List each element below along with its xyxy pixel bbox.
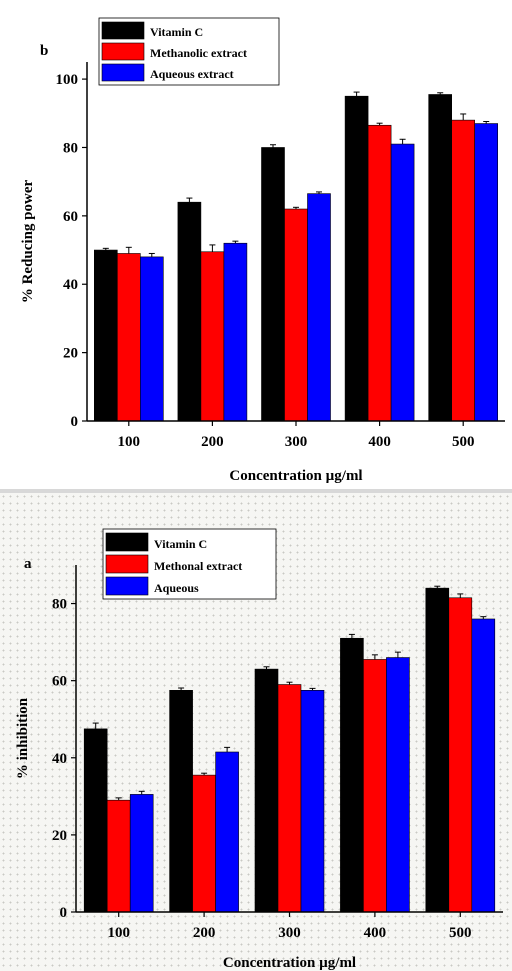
a-bar-aqueous-100 <box>129 794 154 913</box>
b-bar-methanolic-extract-400 <box>367 124 392 422</box>
a-y-tick-label: 20 <box>52 828 67 844</box>
inhibition-chart: a 0 20 40 60 80 100 200 300 400 500 Concentration … <box>15 528 503 971</box>
a-y-tick-label: 80 <box>52 597 67 613</box>
b-bar-vitamin-c-100 <box>94 249 118 422</box>
b-x-tick-label: 400 <box>368 434 391 450</box>
b-x-tick-label: 200 <box>201 434 224 450</box>
a-x-tick-label: 400 <box>364 925 387 941</box>
b-legend-label: Aqueous extract <box>150 67 234 81</box>
a-bar-methonal-extract-400 <box>363 659 387 913</box>
a-bar-vitamin-c-400 <box>340 637 364 913</box>
a-bar-vitamin-c-100 <box>83 728 108 913</box>
a-legend-swatch <box>105 554 149 574</box>
a-bar-aqueous-400 <box>386 657 410 913</box>
a-bar-vitamin-c-300 <box>254 668 279 913</box>
a-x-tick-label: 100 <box>107 925 130 941</box>
b-bar-methanolic-extract-100 <box>117 253 141 422</box>
b-x-tick-label: 500 <box>452 434 475 450</box>
a-x-axis-label: Concentration µg/ml <box>223 955 356 971</box>
a-bar-methonal-extract-500 <box>448 597 473 913</box>
b-bar-vitamin-c-300 <box>261 147 285 422</box>
a-legend-swatch <box>105 576 149 596</box>
a-y-tick-label: 40 <box>52 751 67 767</box>
b-bar-vitamin-c-500 <box>428 94 453 422</box>
b-legend-swatch <box>101 21 145 40</box>
b-legend-swatch <box>101 63 145 82</box>
b-y-tick-label: 0 <box>71 414 79 430</box>
a-bar-aqueous-200 <box>215 751 239 913</box>
a-bar-aqueous-500 <box>471 618 496 913</box>
b-y-axis-label: % Reducing power <box>20 179 36 303</box>
a-legend-label: Methonal extract <box>154 559 242 573</box>
b-y-tick-label: 40 <box>63 277 78 293</box>
a-y-tick-label: 60 <box>52 674 67 690</box>
b-bar-methanolic-extract-300 <box>284 208 308 422</box>
a-legend-swatch <box>105 532 149 552</box>
reducing-power-chart: b 0 20 40 60 80 100 100 200 300 400 500 Concentrati… <box>20 17 505 484</box>
b-bar-aqueous-extract-200 <box>223 242 248 422</box>
b-x-tick-label: 100 <box>118 434 141 450</box>
b-bar-aqueous-extract-300 <box>307 193 331 422</box>
b-bar-vitamin-c-400 <box>344 95 369 422</box>
b-bar-aqueous-extract-100 <box>140 256 164 422</box>
b-bar-vitamin-c-200 <box>177 201 202 422</box>
a-legend-label: Vitamin C <box>154 537 207 551</box>
a-bar-methonal-extract-200 <box>192 774 216 913</box>
a-bar-methonal-extract-100 <box>106 799 131 913</box>
panel-label-a: a <box>24 556 32 572</box>
b-legend-label: Vitamin C <box>150 25 203 39</box>
b-y-tick-label: 60 <box>63 209 78 225</box>
a-bar-vitamin-c-500 <box>425 587 450 913</box>
a-bar-vitamin-c-200 <box>169 690 193 913</box>
inhibition-panel: a 0 20 40 60 80 100 200 300 400 500 Concentration … <box>0 493 512 971</box>
a-x-tick-label: 300 <box>278 925 301 941</box>
a-bar-aqueous-300 <box>300 690 325 913</box>
a-bar-methonal-extract-300 <box>277 684 302 913</box>
a-x-tick-label: 500 <box>449 925 472 941</box>
panel-divider <box>0 489 512 493</box>
a-y-tick-label: 0 <box>60 905 68 921</box>
b-legend-label: Methanolic extract <box>150 46 247 60</box>
panel-label-b: b <box>40 43 48 59</box>
b-bar-aqueous-extract-400 <box>390 143 415 422</box>
a-y-axis-label: % inhibition <box>15 697 31 779</box>
b-y-tick-label: 20 <box>63 346 78 362</box>
b-legend-swatch <box>101 42 145 61</box>
b-y-tick-label: 100 <box>56 72 79 88</box>
b-bar-aqueous-extract-500 <box>474 123 499 422</box>
b-y-tick-label: 80 <box>63 140 78 156</box>
b-x-axis-label: Concentration µg/ml <box>229 468 362 484</box>
reducing-power-panel: b 0 20 40 60 80 100 100 200 300 400 500 Concentrati… <box>20 17 505 484</box>
b-bar-methanolic-extract-200 <box>200 251 225 422</box>
a-x-tick-label: 200 <box>193 925 216 941</box>
b-x-tick-label: 300 <box>285 434 308 450</box>
b-bar-methanolic-extract-500 <box>451 119 476 422</box>
a-legend-label: Aqueous <box>154 581 199 595</box>
